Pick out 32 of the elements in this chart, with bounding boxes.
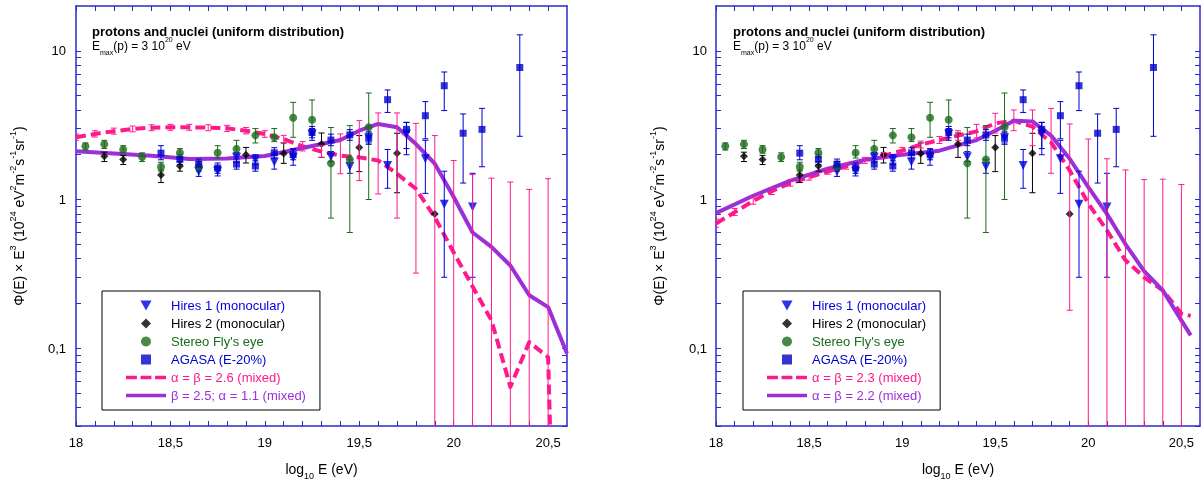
y-tick-label: 0,1 [47,340,66,356]
y-tick-label: 1 [699,192,707,207]
x-tick-label: 19 [257,435,273,450]
legend-label: α = β = 2.6 (mixed) [171,370,281,385]
x-tick-label: 19 [894,435,910,450]
legend-label: Hires 1 (monocular) [812,298,927,313]
legend-label: AGASA (E-20%) [812,352,908,367]
y-tick-label: 10 [51,43,66,59]
x-tick-label: 18,5 [157,435,184,450]
y-tick-label: 0,1 [688,340,707,356]
x-tick-label: 18 [708,435,724,450]
y-tick-label: 1 [58,192,66,207]
y-tick-label: 10 [692,43,707,59]
text: Φ(E) × E3 (1024 eV2m-2s-1sr-1) [647,126,667,306]
legend-label: β = 2.5; α = 1.1 (mixed) [171,388,306,403]
x-tick-label: 18 [68,435,84,450]
x-tick-label: 18,5 [796,435,822,450]
x-tick-label: 19,5 [346,435,372,450]
legend-label: AGASA (E-20%) [171,352,267,367]
text: Φ(E) × E3 (1024 eV2m-2s-1sr-1) [7,126,27,306]
legend-label: Hires 1 (monocular) [171,298,286,313]
legend-label: Stereo Fly's eye [812,334,905,349]
x-tick-label: 19,5 [982,435,1008,450]
legend-label: Hires 2 (monocular) [171,316,286,331]
x-tick-label: 20,5 [1168,435,1195,450]
x-tick-label: 20,5 [535,435,561,450]
legend-label: Stereo Fly's eye [171,334,264,349]
x-tick-label: 20 [1081,435,1096,450]
legend-label: Hires 2 (monocular) [812,316,927,331]
legend-label: α = β = 2.2 (mixed) [812,388,922,403]
legend-label: α = β = 2.3 (mixed) [812,370,922,385]
x-tick-label: 20 [446,435,461,450]
